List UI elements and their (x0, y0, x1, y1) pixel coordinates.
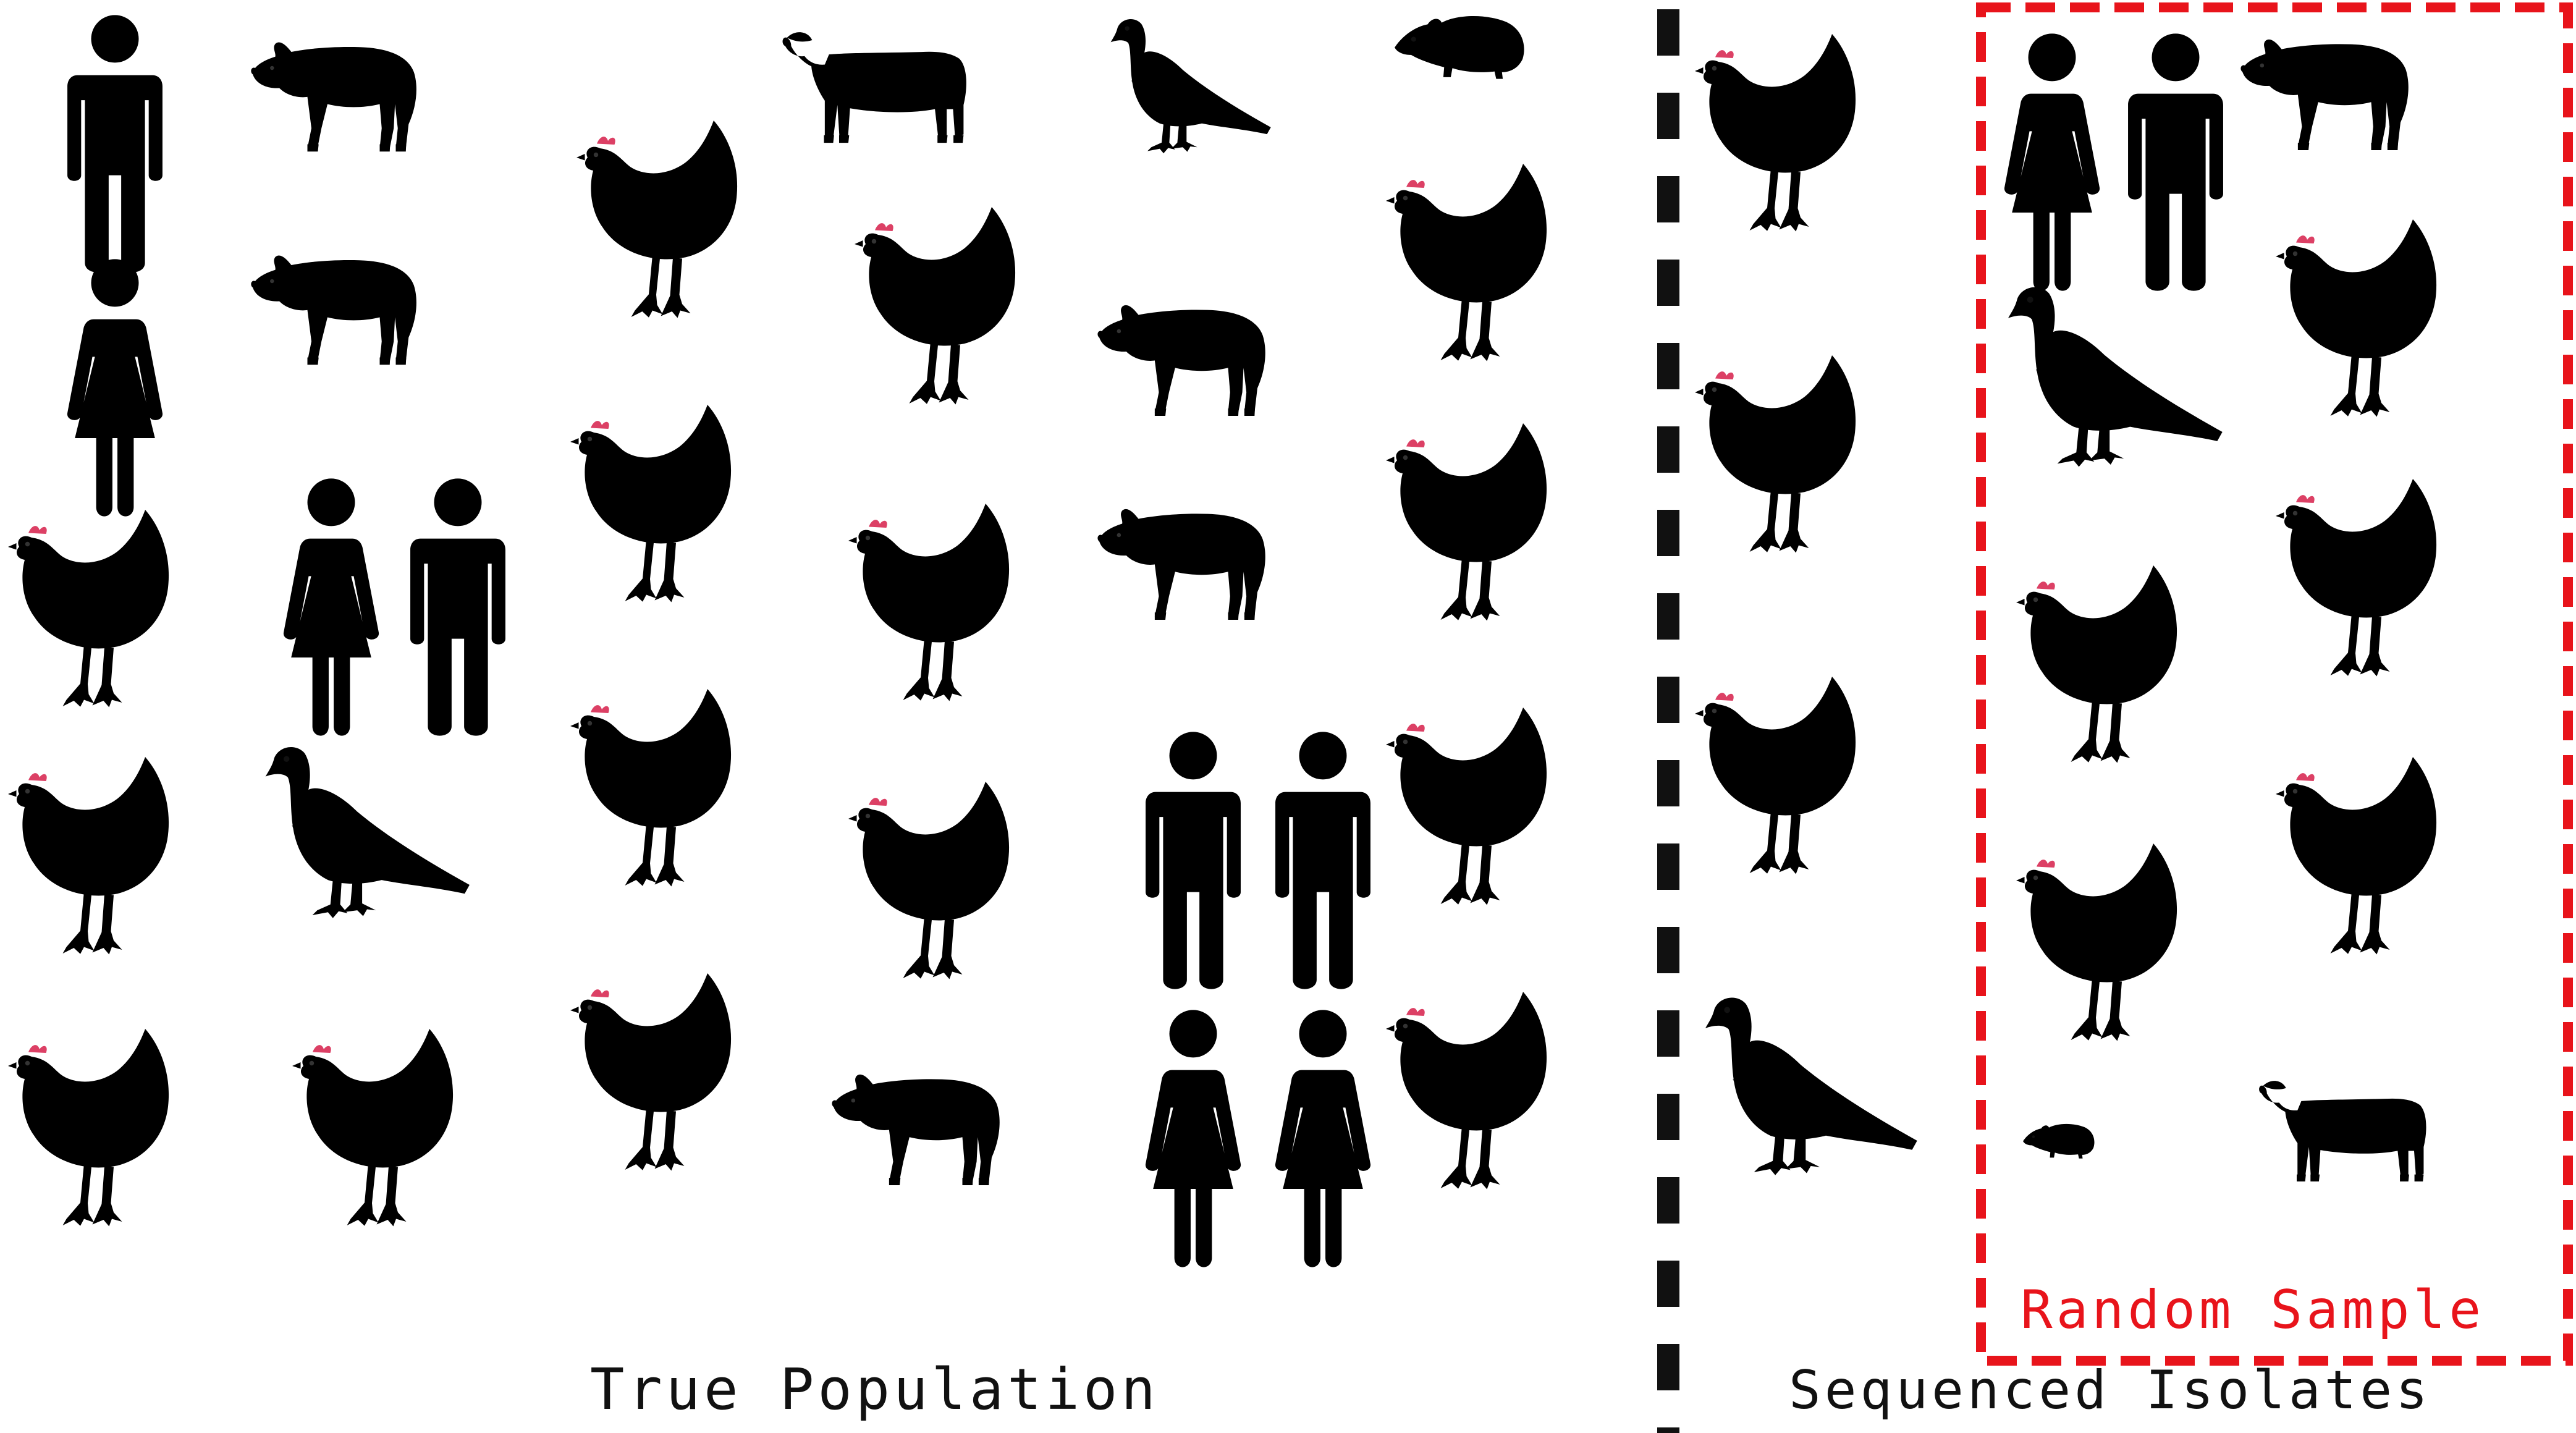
chicken-icon: #true_population-26 .body{fill:#b7cdee;}… (292, 1029, 453, 1227)
pigeon-icon: #random_sample-3 .body{fill:#1d4f9c;}#ra… (2008, 287, 2223, 467)
man-icon: #true_population-22 .body{fill:#a3175e;}… (1146, 732, 1241, 989)
pig-icon: #random_sample-2 .body{fill:#cfe8c6;}#ra… (2239, 38, 2414, 152)
pig-icon: #true_population-1 .body{fill:#e8b4d6;}#… (250, 41, 422, 153)
rat-icon: #random_sample-9 .body{fill:#2f7d24;}#ra… (2022, 1123, 2100, 1165)
chicken-icon: #true_population-20 .body{fill:#cfe8c6;}… (570, 689, 731, 887)
woman-icon: #true_population-29 .body{fill:#1d4f9c;}… (1145, 1010, 1241, 1267)
pigeon-icon: #true_population-3 .body{fill:#1d4f9c;}#… (1111, 19, 1271, 153)
chicken-icon: #true_population-17 .body{fill:#e8b4d6;}… (1386, 423, 1547, 621)
true-population-group: #true_population-0 .body{fill:#a3175e;}#… (8, 15, 1547, 1267)
chicken-icon: #random_sample-6 .body{fill:#cfe8c6;}#ra… (2276, 479, 2436, 677)
pig-icon: #true_population-6 .body{fill:#e8b4d6;}#… (250, 254, 422, 366)
pig-icon: #true_population-28 .body{fill:#cfe8c6;}… (830, 1073, 1005, 1187)
cow-icon: #true_population-2 .body{fill:#cfe8c6;}#… (782, 32, 968, 143)
cow-icon: #random_sample-10 .body{fill:#cfe8c6;}#r… (2259, 1081, 2428, 1181)
chicken-icon: #true_population-25 .body{fill:#b7cdee;}… (8, 1029, 169, 1227)
true-population-label: True Population (590, 1356, 1159, 1422)
random-sample-box (1976, 2, 2573, 1366)
woman-icon: #true_population-30 .body{fill:#a3175e;}… (1275, 1010, 1371, 1267)
woman-icon: #random_sample-0 .body{fill:#1d4f9c;}#ra… (2004, 33, 2100, 291)
man-icon: #true_population-13 .body{fill:#1d4f9c;}… (410, 478, 505, 736)
chicken-icon: #true_population-14 .body{fill:#e8b4d6;}… (570, 405, 731, 602)
pigeon-icon: #true_population-19 .body{fill:#a3175e;}… (266, 747, 470, 918)
chicken-icon: #true_population-11 .body{fill:#e8b4d6;}… (8, 510, 169, 708)
pig-icon: #true_population-9 .body{fill:#cfe8c6;}#… (1096, 303, 1271, 418)
pig-icon: #true_population-16 .body{fill:#cfe8c6;}… (1096, 507, 1271, 622)
woman-icon: #true_population-5 .body{fill:#1d4f9c;}#… (67, 259, 163, 517)
chicken-icon: #sequenced_isolates-2 .body{fill:#cfe8c6… (1695, 677, 1856, 874)
sequenced-isolates-label: Sequenced Isolates (1789, 1359, 2431, 1421)
chicken-icon: #true_population-21 .body{fill:#cfe8c6;}… (848, 782, 1009, 979)
chicken-icon: #sequenced_isolates-0 .body{fill:#cfe8c6… (1695, 34, 1856, 232)
chicken-icon: #true_population-15 .body{fill:#cfe8c6;}… (848, 504, 1009, 701)
random-sample-group: #random_sample-0 .body{fill:#1d4f9c;}#ra… (2004, 33, 2436, 1181)
man-icon: #true_population-0 .body{fill:#a3175e;}#… (67, 15, 163, 273)
chicken-icon: #random_sample-5 .body{fill:#b7cdee;}#ra… (2016, 565, 2177, 763)
rat-icon: #true_population-4 .body{fill:#2f7d24;}#… (1393, 15, 1535, 91)
man-icon: #true_population-23 .body{fill:#a3175e;}… (1275, 732, 1370, 989)
woman-icon: #true_population-12 .body{fill:#1d4f9c;}… (283, 478, 379, 736)
chicken-icon: #random_sample-8 .body{fill:#cfe8c6;}#ra… (2276, 757, 2436, 955)
chicken-icon: #true_population-7 .body{fill:#cfe8c6;}#… (576, 120, 737, 318)
sequenced-isolates-group: #sequenced_isolates-0 .body{fill:#cfe8c6… (1695, 34, 1917, 1175)
chicken-icon: #true_population-27 .body{fill:#cfe8c6;}… (570, 973, 731, 1171)
chicken-icon: #true_population-10 .body{fill:#e8b4d6;}… (1386, 164, 1547, 361)
man-icon: #random_sample-1 .body{fill:#1d4f9c;}#ra… (2128, 33, 2223, 291)
chicken-icon: #random_sample-7 .body{fill:#b7cdee;}#ra… (2016, 843, 2177, 1041)
chicken-icon: #true_population-18 .body{fill:#b7cdee;}… (8, 757, 169, 955)
chicken-icon: #sequenced_isolates-1 .body{fill:#cfe8c6… (1695, 355, 1856, 553)
chicken-icon: #true_population-24 .body{fill:#e8b4d6;}… (1386, 708, 1547, 905)
random-sample-label: Random Sample (2021, 1279, 2485, 1341)
chicken-icon: #true_population-31 .body{fill:#cfe8c6;}… (1386, 992, 1547, 1190)
chicken-icon: #random_sample-4 .body{fill:#b7cdee;}#ra… (2276, 219, 2436, 417)
chicken-icon: #true_population-8 .body{fill:#cfe8c6;}#… (855, 207, 1015, 405)
pigeon-icon: #sequenced_isolates-3 .body{fill:#a3175e… (1705, 997, 1917, 1175)
